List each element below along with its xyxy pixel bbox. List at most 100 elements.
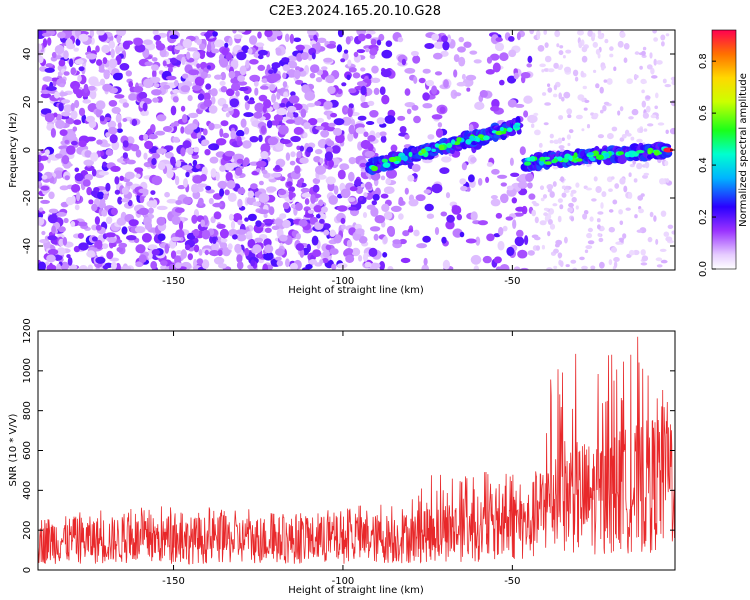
- heatmap-cell: [299, 157, 309, 164]
- heatmap-cell: [547, 68, 555, 73]
- heatmap-cell: [314, 100, 322, 106]
- heatmap-cell: [372, 193, 380, 201]
- y-tick-label: 0: [22, 147, 33, 153]
- heatmap-cell: [552, 165, 559, 170]
- heatmap-cell: [326, 112, 332, 120]
- heatmap-cell: [300, 187, 310, 193]
- heatmap-cell: [516, 32, 521, 41]
- heatmap-cell: [70, 110, 78, 120]
- heatmap-cell: [364, 150, 375, 158]
- y-tick-label: 1000: [22, 358, 33, 383]
- heatmap-cell: [182, 38, 193, 49]
- heatmap-cell: [176, 250, 182, 255]
- heatmap-cell: [324, 151, 333, 161]
- heatmap-cell: [653, 215, 657, 222]
- y-tick-label: 400: [22, 481, 33, 500]
- heatmap-cell: [597, 134, 605, 139]
- heatmap-cell: [38, 55, 44, 64]
- heatmap-cell: [553, 62, 559, 69]
- heatmap-cell: [271, 172, 282, 178]
- heatmap-cell: [546, 184, 554, 190]
- heatmap-cell: [513, 212, 524, 217]
- ridge-cell: [456, 137, 462, 142]
- heatmap-cell: [659, 248, 667, 252]
- heatmap-cell: [63, 217, 69, 224]
- heatmap-cell: [493, 256, 502, 264]
- y-tick-label: 600: [22, 441, 33, 460]
- heatmap-cell: [426, 213, 435, 219]
- heatmap-cell: [231, 83, 241, 91]
- heatmap-cell: [289, 262, 298, 270]
- heatmap-cell: [323, 57, 333, 63]
- heatmap-cell: [376, 117, 385, 125]
- heatmap-cell: [600, 202, 604, 209]
- heatmap-cell: [285, 119, 296, 124]
- heatmap-cell: [358, 254, 363, 262]
- heatmap-cell: [667, 224, 674, 229]
- heatmap-cell: [380, 69, 392, 78]
- heatmap-cell: [474, 101, 485, 111]
- heatmap-cell: [110, 48, 115, 59]
- heatmap-cell: [535, 245, 541, 251]
- heatmap-cell: [586, 124, 591, 129]
- heatmap-cell: [612, 199, 618, 205]
- heatmap-cell: [110, 207, 118, 216]
- heatmap-cell: [208, 197, 214, 205]
- heatmap-cell: [563, 189, 570, 193]
- heatmap-cell: [355, 228, 365, 235]
- heatmap-cell: [323, 100, 333, 110]
- ridge-cell: [636, 150, 642, 154]
- heatmap-cell: [146, 200, 157, 208]
- heatmap-cell: [664, 84, 672, 88]
- heatmap-cell: [169, 34, 179, 40]
- heatmap-cell: [45, 86, 57, 91]
- heatmap-cell: [151, 57, 158, 62]
- heatmap-cell: [119, 63, 130, 71]
- heatmap-cell: [402, 230, 410, 237]
- heatmap-cell: [542, 92, 547, 96]
- heatmap-cell: [201, 139, 210, 146]
- heatmap-cell: [287, 60, 298, 69]
- heatmap-cell: [174, 45, 183, 50]
- heatmap-cell: [192, 159, 198, 166]
- heatmap-cell: [282, 72, 287, 79]
- heatmap-cell: [105, 182, 111, 192]
- heatmap-cell: [370, 38, 377, 46]
- heatmap-cell: [614, 183, 620, 189]
- heatmap-cell: [252, 244, 262, 254]
- heatmap-cell: [112, 72, 123, 81]
- heatmap-cell: [220, 86, 228, 93]
- heatmap-cell: [365, 121, 375, 125]
- heatmap-cell: [513, 72, 519, 80]
- heatmap-cell: [382, 252, 388, 258]
- heatmap-cell: [211, 48, 220, 54]
- heatmap-cell: [617, 110, 621, 116]
- heatmap-cell: [570, 259, 577, 264]
- heatmap-cell: [162, 60, 167, 67]
- heatmap-cell: [315, 77, 323, 83]
- heatmap-cell: [354, 123, 366, 129]
- heatmap-cell: [559, 45, 564, 49]
- heatmap-cell: [224, 189, 230, 196]
- heatmap-cell: [219, 58, 229, 68]
- heatmap-cell: [539, 185, 545, 190]
- colorbar: 0.0 0.2 0.4 0.6 0.8 Normalized spectral ampl…: [698, 29, 749, 277]
- heatmap-cell: [260, 125, 267, 134]
- heatmap-cell: [352, 72, 361, 79]
- heatmap-cell: [348, 171, 355, 182]
- heatmap-cell: [87, 264, 93, 270]
- heatmap-cell: [95, 100, 106, 110]
- heatmap-cell: [468, 124, 474, 133]
- heatmap-cell: [48, 262, 54, 270]
- heatmap-cell: [157, 161, 166, 171]
- heatmap-cell: [360, 168, 367, 173]
- heatmap-cell: [527, 55, 533, 64]
- heatmap-cell: [249, 136, 259, 143]
- ridge-cell: [477, 134, 485, 139]
- colorbar-tick-label: 0.2: [698, 209, 709, 225]
- heatmap-cell: [341, 224, 346, 230]
- heatmap-cell: [198, 249, 203, 256]
- heatmap-cell: [491, 34, 499, 44]
- heatmap-cell: [373, 233, 379, 241]
- heatmap-cell: [257, 64, 266, 71]
